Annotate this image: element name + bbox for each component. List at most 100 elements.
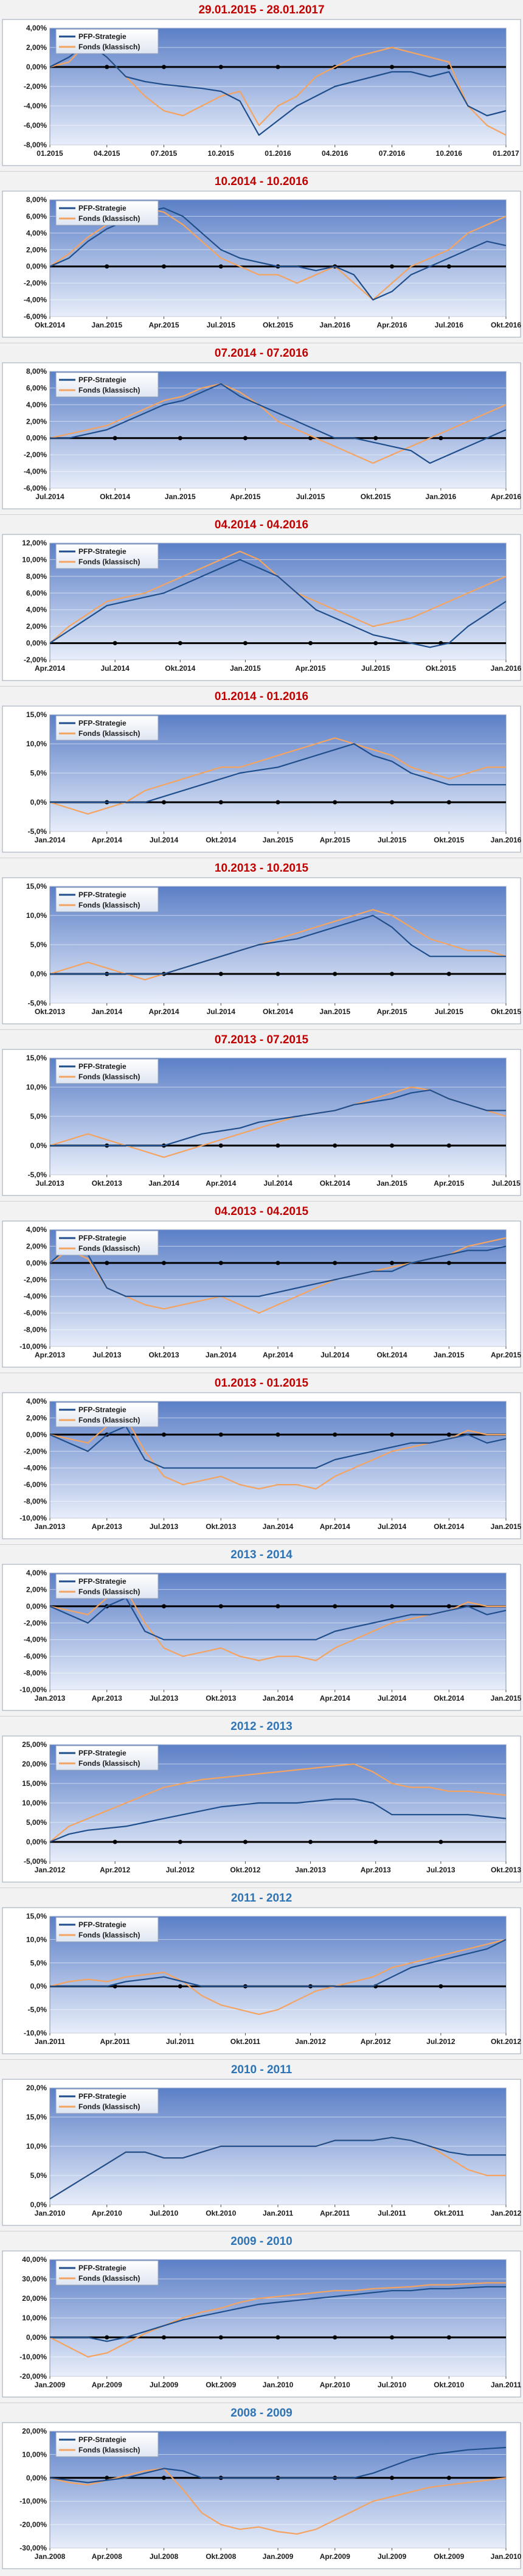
zero-line-marker xyxy=(333,800,338,805)
x-tick-label: Apr.2014 xyxy=(92,836,122,844)
zero-line-marker xyxy=(218,2335,223,2340)
y-tick-label: -8,00% xyxy=(24,1497,47,1506)
y-tick-label: 15,0% xyxy=(26,710,47,719)
chart-title: 2008 - 2009 xyxy=(230,2407,293,2420)
y-tick-label: -2,00% xyxy=(24,1447,47,1455)
x-tick-label: Jul.2009 xyxy=(378,2552,407,2561)
y-tick-label: 5,0% xyxy=(30,1959,47,1967)
x-tick-label: 07.2016 xyxy=(379,149,406,158)
y-tick-label: 10,0% xyxy=(26,911,47,920)
y-tick-label: 6,00% xyxy=(26,589,47,597)
zero-line-marker xyxy=(243,641,248,646)
y-tick-label: 4,00% xyxy=(26,1397,47,1405)
x-tick-label: Jul.2012 xyxy=(166,1866,195,1874)
legend-box xyxy=(55,2432,159,2457)
chart-title: 10.2014 - 10.2016 xyxy=(214,175,309,188)
y-tick-label: 2,00% xyxy=(26,245,47,254)
y-tick-label: -2,00% xyxy=(24,1619,47,1627)
y-tick-label: -5,00% xyxy=(24,1857,47,1866)
x-tick-label: Jan.2014 xyxy=(263,1694,294,1703)
zero-line-marker xyxy=(446,800,451,805)
series-line-fund xyxy=(49,2468,507,2535)
x-tick-label: Okt.2008 xyxy=(206,2552,236,2561)
y-tick-label: 6,00% xyxy=(26,212,47,220)
x-tick-label: Jul.2012 xyxy=(426,2037,455,2046)
zero-line-marker xyxy=(373,1839,378,1844)
zero-line-marker xyxy=(218,800,223,805)
y-tick-label: 15,00% xyxy=(22,1779,47,1788)
x-tick-label: Jul.2013 xyxy=(35,1179,64,1188)
chart-svg: 8,00% 6,00% 4,00% 2,00% 0,00% -2,00% -4,00% -6,… xyxy=(2,362,521,509)
x-tick-label: Apr.2012 xyxy=(361,2037,391,2046)
x-tick-label: Apr.2013 xyxy=(92,1522,122,1531)
x-tick-label: Jan.2013 xyxy=(35,1522,66,1531)
x-tick-label: Okt.2013 xyxy=(148,1351,179,1359)
legend-label: Fonds (klassisch) xyxy=(78,43,140,51)
zero-line-marker xyxy=(390,65,394,69)
y-tick-label: 0,00% xyxy=(26,2474,47,2482)
zero-line-marker xyxy=(446,971,451,976)
x-tick-label: Okt.2014 xyxy=(320,1179,350,1188)
x-tick-label: Jan.2015 xyxy=(319,1007,350,1016)
chart-panel: 04.2014 - 04.2016 12,00% 10,00% 8,00% 6,00% 4… xyxy=(0,515,523,687)
legend-label: Fonds (klassisch) xyxy=(78,214,140,223)
y-tick-label: -8,00% xyxy=(24,1669,47,1678)
chart-panel: 04.2013 - 04.2015 4,00% 2,00% 0,00% -2,00% -4… xyxy=(0,1202,523,1373)
x-tick-label: Jul.2015 xyxy=(207,321,236,329)
zero-line-marker xyxy=(275,65,280,69)
y-tick-label: 10,0% xyxy=(26,1083,47,1091)
zero-line-marker xyxy=(178,1839,182,1844)
x-tick-label: Okt.2015 xyxy=(426,664,456,673)
y-tick-label: 0,00% xyxy=(26,2333,47,2342)
y-tick-label: 4,00% xyxy=(26,1225,47,1234)
y-tick-label: 5,00% xyxy=(26,1818,47,1827)
x-tick-label: Apr.2008 xyxy=(92,2552,122,2561)
x-tick-label: Jul.2009 xyxy=(150,2381,179,2389)
zero-line-marker xyxy=(275,1604,280,1609)
x-tick-label: Jul.2013 xyxy=(92,1351,122,1359)
zero-line-marker xyxy=(373,436,378,441)
y-tick-label: -8,00% xyxy=(24,141,47,149)
series-line-strategy xyxy=(50,1939,507,1987)
legend-box xyxy=(55,1745,159,1771)
y-tick-label: 10,00% xyxy=(22,2314,47,2322)
y-tick-label: 0,0% xyxy=(30,798,47,807)
chart-panel: 01.2014 - 01.2016 15,0% 10,0% 5,0% 0,0% -5,0%… xyxy=(0,687,523,858)
y-tick-label: -4,00% xyxy=(24,102,47,110)
chart-title: 10.2013 - 10.2015 xyxy=(214,862,309,875)
legend-box xyxy=(55,1402,159,1427)
y-tick-label: -10,00% xyxy=(19,1685,47,1694)
y-tick-label: -5,0% xyxy=(28,2006,47,2014)
chart-svg: 4,00% 2,00% 0,00% -2,00% -4,00% -6,00% -8,00% -… xyxy=(2,1392,522,1539)
chart-panel: 10.2013 - 10.2015 15,0% 10,0% 5,0% 0,0% -5,0%… xyxy=(0,858,523,1030)
x-tick-label: Jul.2013 xyxy=(426,1866,455,1874)
y-tick-label: 10,0% xyxy=(26,2142,47,2151)
legend-box xyxy=(55,1573,159,1599)
x-tick-label: Jan.2012 xyxy=(491,2209,522,2217)
y-tick-label: -4,00% xyxy=(24,1636,47,1644)
y-tick-label: 10,0% xyxy=(26,1935,47,1944)
x-tick-label: Okt.2009 xyxy=(206,2381,236,2389)
chart-title: 07.2014 - 07.2016 xyxy=(214,347,309,360)
chart-title: 2009 - 2010 xyxy=(230,2235,293,2248)
x-tick-label: Apr.2016 xyxy=(491,492,521,501)
legend-label: PFP-Strategie xyxy=(78,376,126,384)
zero-line-marker xyxy=(218,1143,223,1148)
y-tick-label: 20,0% xyxy=(26,2084,47,2092)
zero-line-marker xyxy=(218,971,223,976)
x-tick-label: Jan.2011 xyxy=(491,2381,521,2389)
x-tick-label: 04.2015 xyxy=(94,149,120,158)
series-line-strategy xyxy=(49,41,507,136)
y-tick-label: -4,00% xyxy=(24,467,47,476)
legend-label: Fonds (klassisch) xyxy=(78,1759,140,1768)
y-tick-label: -2,00% xyxy=(24,279,47,287)
panel-separator xyxy=(0,1716,523,1717)
x-tick-label: Jan.2015 xyxy=(263,836,294,844)
y-tick-label: 20,00% xyxy=(22,1760,47,1768)
y-tick-label: 0,00% xyxy=(26,1838,47,1846)
x-tick-label: Jul.2014 xyxy=(150,836,179,844)
x-tick-label: Jul.2010 xyxy=(378,2381,407,2389)
y-tick-label: -10,00% xyxy=(19,2497,47,2505)
series-line-strategy xyxy=(50,914,506,975)
x-tick-label: Jan.2016 xyxy=(491,836,522,844)
